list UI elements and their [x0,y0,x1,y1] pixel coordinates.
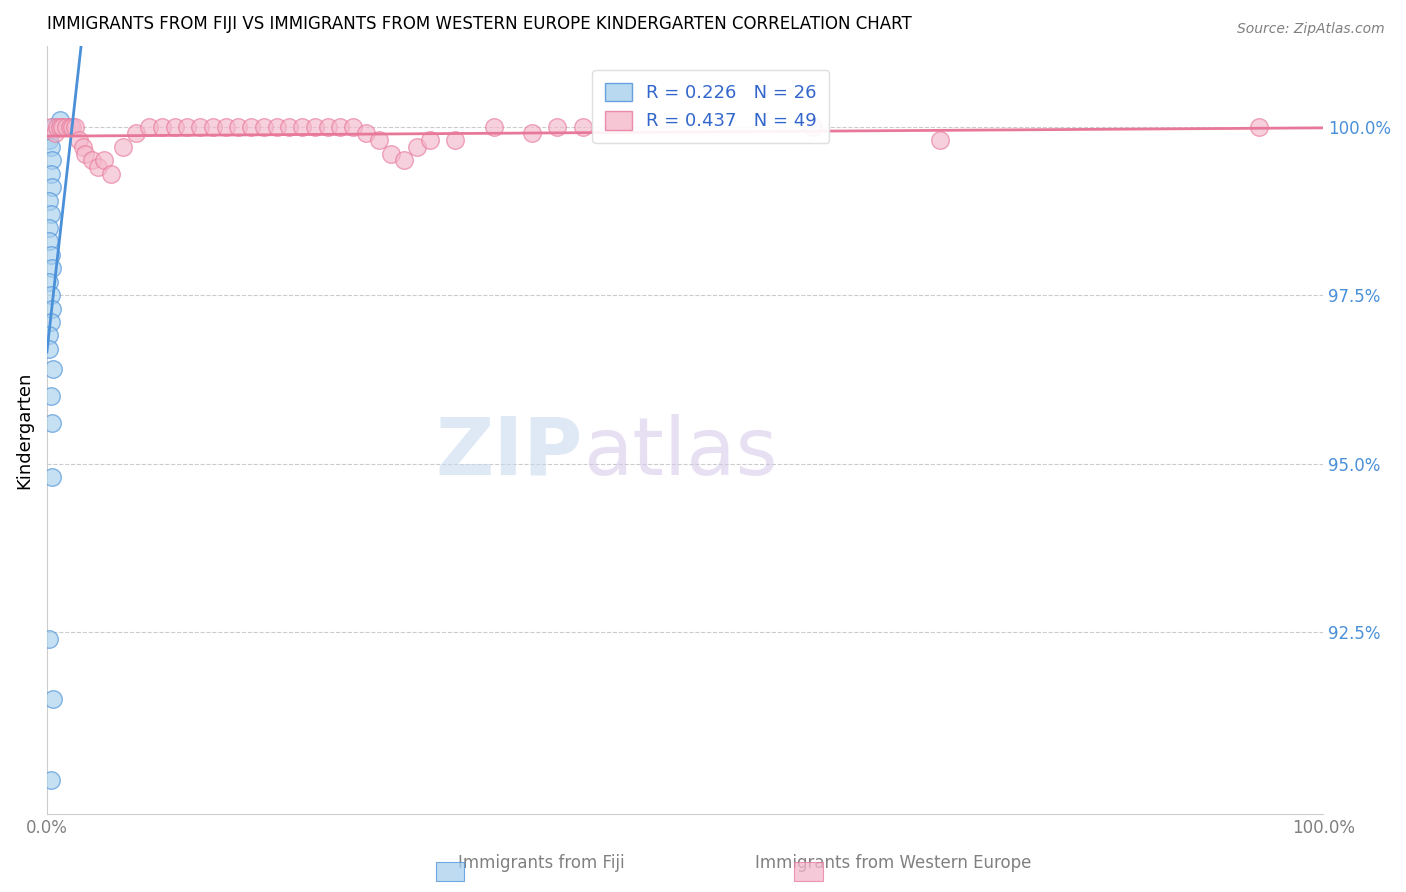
Point [482,120,505,134]
Point [342,120,364,134]
Point [367,133,389,147]
Point [316,120,339,134]
Point [138,120,160,134]
Point [444,133,467,147]
Point [41,470,63,484]
Point [354,126,377,140]
Text: Immigrants from Fiji: Immigrants from Fiji [458,855,624,872]
Point [42,120,65,134]
Point [72,140,94,154]
Text: ZIP: ZIP [436,414,583,491]
Point [100,167,122,181]
Point [39,247,62,261]
Point [48,120,70,134]
Point [75,146,97,161]
Point [42,362,65,376]
Point [42,692,65,706]
Point [419,133,441,147]
Point [39,167,62,181]
Point [1249,120,1271,134]
Point [214,120,236,134]
Point [112,140,135,154]
Point [176,120,198,134]
Point [38,220,60,235]
Point [329,120,352,134]
Point [67,133,90,147]
Point [39,207,62,221]
Point [38,275,60,289]
Point [41,301,63,316]
Point [55,120,77,134]
Point [380,146,402,161]
Point [38,342,60,356]
Point [51,120,73,134]
Text: IMMIGRANTS FROM FIJI VS IMMIGRANTS FROM WESTERN EUROPE KINDERGARTEN CORRELATION : IMMIGRANTS FROM FIJI VS IMMIGRANTS FROM … [46,15,911,33]
Point [38,194,60,208]
Point [188,120,211,134]
Text: Source: ZipAtlas.com: Source: ZipAtlas.com [1237,22,1385,37]
Legend: R = 0.226   N = 26, R = 0.437   N = 49: R = 0.226 N = 26, R = 0.437 N = 49 [592,70,830,143]
Point [125,126,148,140]
Point [87,160,110,174]
Text: atlas: atlas [583,414,778,491]
Point [93,153,115,168]
Point [291,120,314,134]
Point [63,120,86,134]
Point [572,120,595,134]
Point [546,120,568,134]
Point [801,120,824,134]
Point [39,389,62,403]
Point [39,120,62,134]
Point [240,120,263,134]
Point [46,120,69,134]
Point [39,315,62,329]
Point [406,140,429,154]
Point [62,120,84,134]
Point [163,120,186,134]
Point [38,234,60,248]
Point [80,153,103,168]
Point [44,126,66,140]
Point [929,133,952,147]
Point [41,153,63,168]
Point [201,120,224,134]
Point [394,153,416,168]
Point [38,632,60,646]
Point [304,120,326,134]
Point [253,120,276,134]
Point [39,288,62,302]
Point [38,328,60,343]
Point [38,133,60,147]
Point [48,112,70,127]
Point [228,120,250,134]
Point [59,120,82,134]
Point [39,773,62,788]
Text: Immigrants from Western Europe: Immigrants from Western Europe [755,855,1031,872]
Point [278,120,301,134]
Y-axis label: Kindergarten: Kindergarten [15,371,32,489]
Point [41,180,63,194]
Point [266,120,288,134]
Point [41,261,63,276]
Point [150,120,173,134]
Point [41,416,63,430]
Point [520,126,543,140]
Point [39,140,62,154]
